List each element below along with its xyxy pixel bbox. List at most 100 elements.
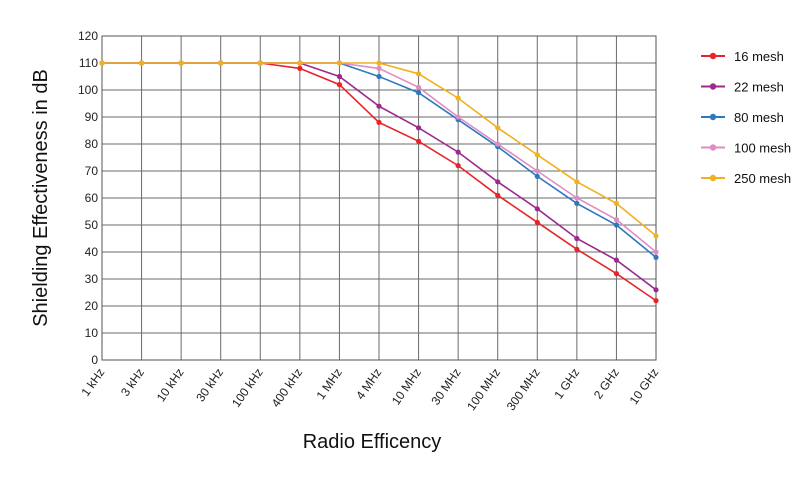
data-point xyxy=(218,60,224,66)
data-point xyxy=(376,60,382,66)
data-point xyxy=(376,103,382,109)
data-point xyxy=(495,125,501,131)
data-point xyxy=(415,90,422,96)
legend-swatch-marker xyxy=(709,174,717,182)
data-point xyxy=(574,246,580,252)
x-tick-label: 1 GHz xyxy=(551,366,582,402)
x-tick-label: 100 kHz xyxy=(229,366,266,410)
x-tick-label: 2 GHz xyxy=(591,366,622,402)
y-tick-label: 0 xyxy=(91,353,98,367)
legend-item: 22 mesh xyxy=(701,80,784,95)
data-point xyxy=(138,60,145,66)
data-point xyxy=(455,95,461,101)
data-point xyxy=(534,152,540,158)
x-tick-label: 10 GHz xyxy=(627,366,662,407)
data-point xyxy=(455,163,461,169)
x-tick-label: 4 MHz xyxy=(353,366,384,402)
x-tick-label: 100 MHz xyxy=(464,366,503,413)
data-point xyxy=(613,222,620,228)
legend-item: 100 mesh xyxy=(701,141,791,156)
data-point xyxy=(495,141,501,147)
y-tick-label: 40 xyxy=(85,245,99,259)
y-tick-label: 90 xyxy=(85,110,99,124)
data-point xyxy=(613,271,620,277)
legend-label: 80 mesh xyxy=(734,110,784,125)
data-point xyxy=(376,65,382,71)
data-point xyxy=(574,179,580,185)
series-250-mesh xyxy=(99,60,659,239)
data-point xyxy=(455,149,461,155)
legend-swatch-marker xyxy=(709,83,717,90)
legend-swatch-marker xyxy=(709,52,717,60)
legend-label: 22 mesh xyxy=(734,80,784,95)
data-point xyxy=(178,60,184,66)
legend-swatch-marker xyxy=(709,113,717,121)
x-tick-label: 1 MHz xyxy=(314,366,345,402)
x-tick-label: 10 MHz xyxy=(389,366,424,408)
data-point xyxy=(257,60,263,66)
y-axis-title: Shielding Effectiveness in dB xyxy=(30,69,52,327)
data-point xyxy=(534,219,540,225)
x-tick-label: 3 kHz xyxy=(118,366,147,399)
data-point xyxy=(534,168,540,174)
data-point xyxy=(376,119,382,125)
data-point xyxy=(574,235,580,242)
data-point xyxy=(653,254,659,260)
data-point xyxy=(415,84,422,90)
y-tick-label: 70 xyxy=(85,164,99,178)
data-point xyxy=(534,173,540,179)
series-lines xyxy=(99,60,659,304)
y-axis-ticks: 0 10 20 30 40 50 60 70 80 90 100 110 120 xyxy=(78,29,98,367)
legend-swatch-marker xyxy=(709,144,717,151)
data-point xyxy=(336,73,343,80)
y-tick-label: 30 xyxy=(85,272,99,286)
x-tick-label: 400 kHz xyxy=(269,366,306,410)
legend: 16 mesh 22 mesh 80 mesh 100 mesh 250 mesh xyxy=(701,49,791,186)
data-point xyxy=(653,233,659,239)
x-axis-ticks: 1 kHz 3 kHz 10 kHz 30 kHz 100 kHz 400 kHz 1 MH… xyxy=(78,366,661,413)
y-tick-label: 80 xyxy=(85,137,99,151)
y-tick-label: 60 xyxy=(85,191,99,205)
x-tick-label: 30 kHz xyxy=(193,366,226,405)
legend-label: 100 mesh xyxy=(734,141,791,156)
legend-item: 16 mesh xyxy=(701,49,784,64)
plot-frame xyxy=(101,35,657,361)
data-point xyxy=(653,287,659,293)
data-point xyxy=(376,73,382,80)
data-point xyxy=(297,60,303,66)
y-tick-label: 110 xyxy=(79,56,98,70)
data-point xyxy=(336,82,343,88)
y-tick-label: 50 xyxy=(85,218,99,232)
x-tick-label: 30 MHz xyxy=(428,366,463,408)
grid xyxy=(101,35,657,361)
x-axis-title: Radio Efficency xyxy=(303,431,442,453)
data-point xyxy=(297,65,303,71)
y-tick-label: 120 xyxy=(78,29,98,43)
data-point xyxy=(415,71,422,77)
x-tick-label: 10 kHz xyxy=(154,366,187,405)
data-point xyxy=(336,60,343,66)
data-point xyxy=(495,192,501,198)
data-point xyxy=(415,125,422,131)
y-tick-label: 20 xyxy=(85,299,99,313)
data-point xyxy=(653,249,659,255)
data-point xyxy=(455,114,461,120)
y-tick-label: 100 xyxy=(78,83,98,97)
data-point xyxy=(415,138,422,144)
data-point xyxy=(534,206,540,212)
data-point xyxy=(653,298,659,304)
y-tick-label: 10 xyxy=(85,326,99,340)
data-point xyxy=(495,179,501,185)
x-tick-label: 1 kHz xyxy=(78,366,107,399)
data-point xyxy=(99,60,105,66)
data-point xyxy=(613,257,620,263)
legend-item: 80 mesh xyxy=(701,110,784,125)
data-point xyxy=(574,200,580,206)
legend-label: 16 mesh xyxy=(734,49,784,64)
legend-label: 250 mesh xyxy=(734,171,791,186)
x-tick-label: 300 MHz xyxy=(504,366,543,413)
data-point xyxy=(574,195,580,201)
data-point xyxy=(613,200,620,206)
